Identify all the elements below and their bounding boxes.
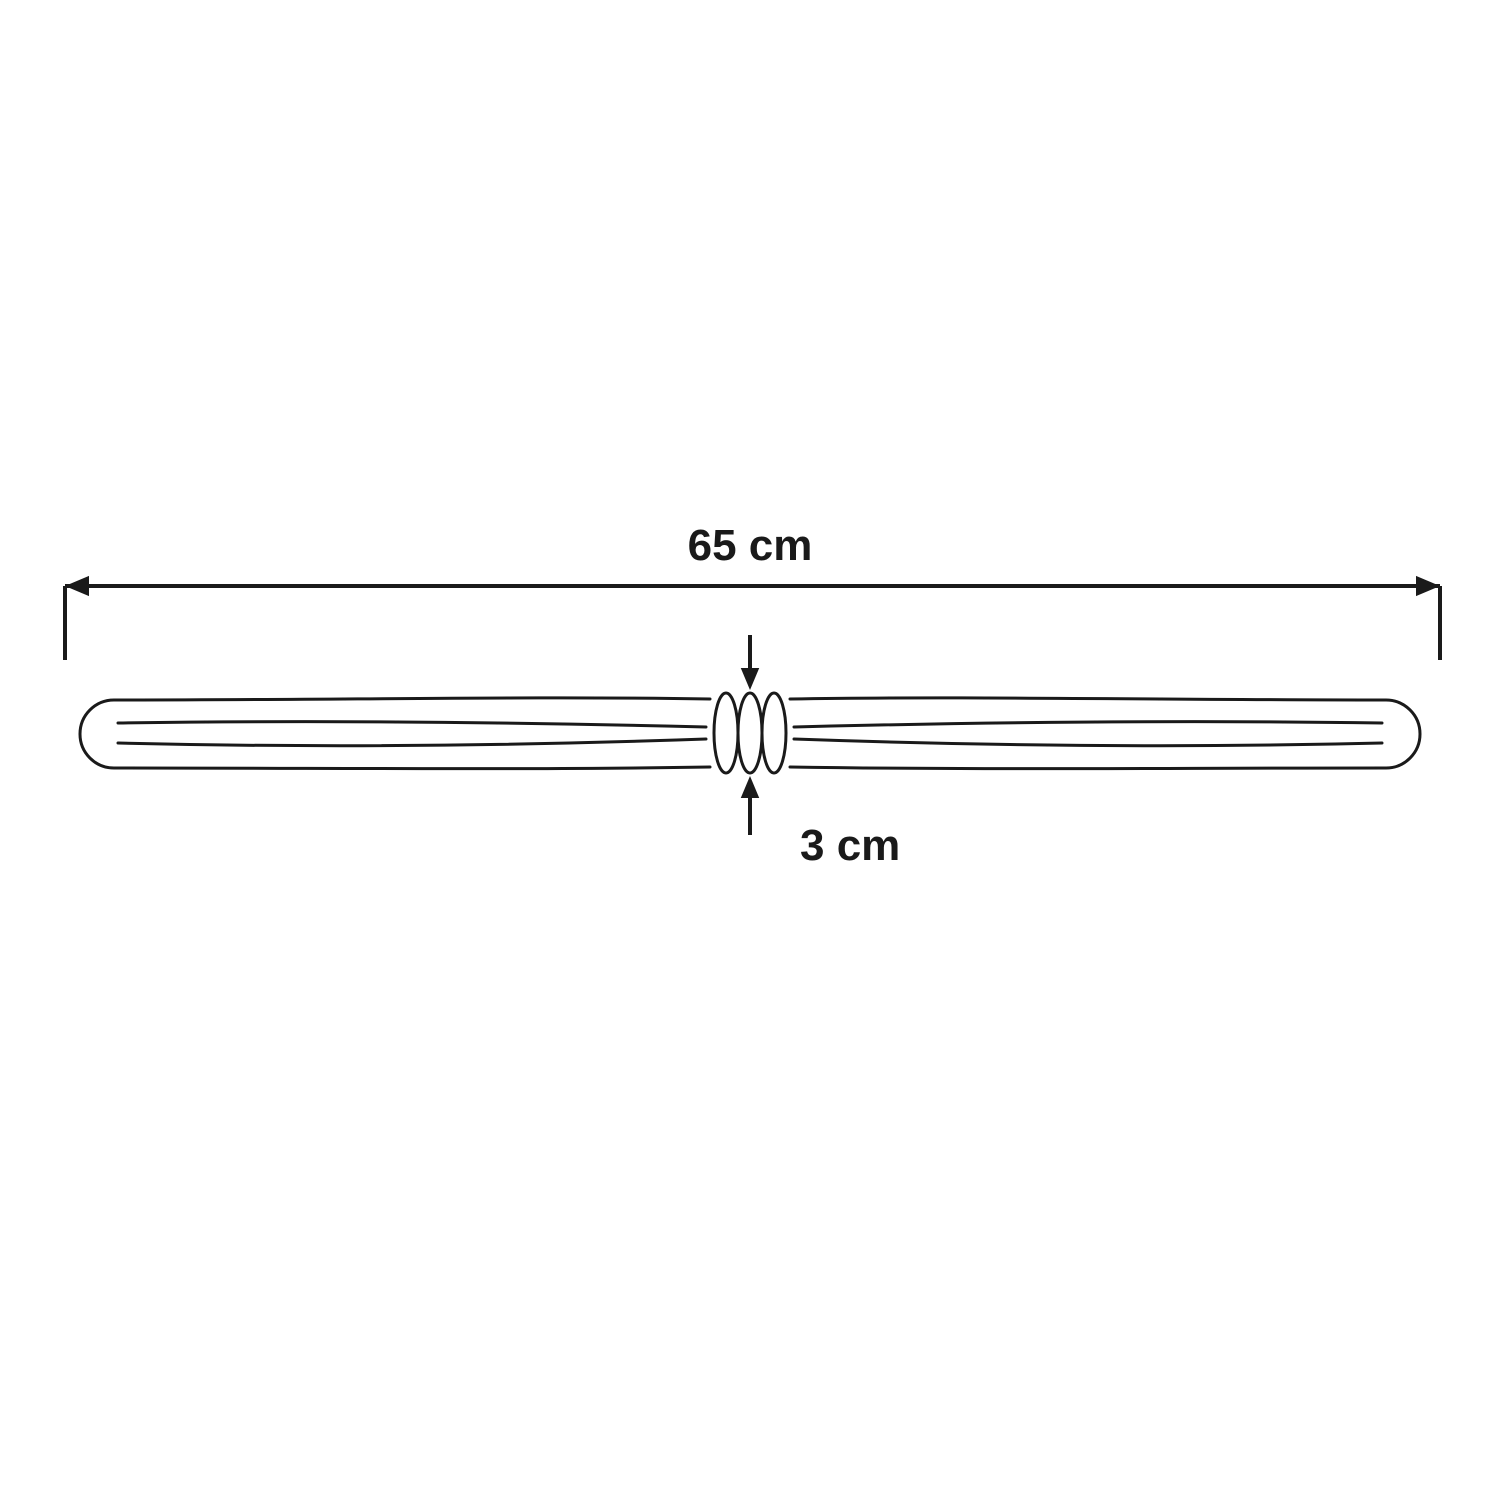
knot-coil-1 [738, 693, 762, 773]
knot-coil-0 [714, 693, 738, 773]
knot-coil-2 [762, 693, 786, 773]
left-loop-outline [80, 698, 710, 769]
cord-bow [80, 693, 1420, 773]
width-dimension: 65 cm [65, 521, 1440, 660]
right-loop-outline [790, 698, 1420, 769]
left-loop-inner [118, 722, 706, 746]
right-loop-inner [794, 722, 1382, 746]
height-label: 3 cm [800, 821, 900, 870]
dimension-diagram: 65 cm 3 cm [0, 0, 1500, 1500]
width-label: 65 cm [688, 521, 813, 570]
